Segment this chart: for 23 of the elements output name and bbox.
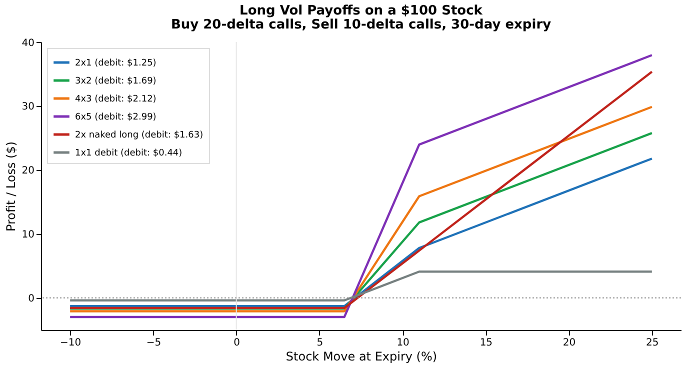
y-tick-label: 20 — [22, 166, 34, 177]
chart-subtitle: Buy 20-delta calls, Sell 10-delta calls, 30-day expiry — [170, 17, 552, 32]
legend-label: 2x1 (debit: $1.25) — [75, 58, 156, 68]
legend-label: 3x2 (debit: $1.69) — [75, 76, 156, 86]
x-axis-title: Stock Move at Expiry (%) — [286, 350, 438, 364]
x-tick-label: 10 — [396, 338, 410, 348]
legend-label: 4x3 (debit: $2.12) — [75, 94, 156, 104]
y-axis-title: Profit / Loss ($) — [4, 141, 18, 232]
legend-label: 6x5 (debit: $2.99) — [75, 112, 156, 122]
legend-label: 2x naked long (debit: $1.63) — [75, 130, 204, 140]
x-tick-label: 25 — [646, 338, 659, 348]
legend-label: 1x1 debit (debit: $0.44) — [75, 148, 182, 158]
y-tick-label: 30 — [22, 102, 34, 113]
y-tick-label: 10 — [22, 229, 34, 240]
x-tick-label: 0 — [234, 338, 240, 348]
x-tick-label: 20 — [562, 338, 576, 348]
x-tick-label: 5 — [316, 338, 324, 348]
y-tick-label: 40 — [22, 38, 34, 49]
x-tick-label: −5 — [146, 338, 162, 348]
x-tick-label: −10 — [60, 338, 82, 348]
x-tick-label: 15 — [480, 338, 493, 348]
chart-title: Long Vol Payoffs on a $100 Stock — [240, 3, 483, 18]
y-tick-label: 0 — [28, 293, 34, 304]
